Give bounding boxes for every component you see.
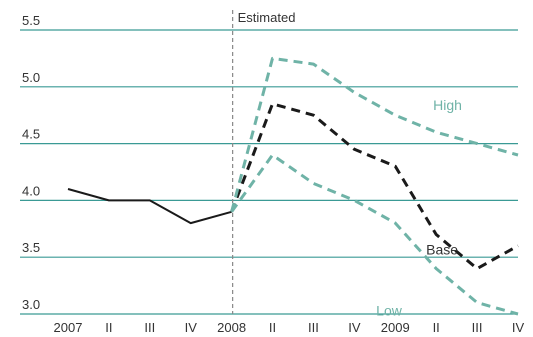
x-tick-label: IV <box>512 320 525 335</box>
y-tick-label: 4.0 <box>22 183 40 198</box>
x-tick-label: II <box>269 320 276 335</box>
x-tick-label: 2008 <box>217 320 246 335</box>
x-tick-label: III <box>308 320 319 335</box>
series-line-base <box>230 102 519 271</box>
x-tick-label: 2007 <box>54 320 83 335</box>
y-tick-label: 3.5 <box>22 240 40 255</box>
x-tick-label: IV <box>185 320 198 335</box>
x-tick-label: III <box>144 320 155 335</box>
y-tick-label: 5.0 <box>22 70 40 85</box>
y-tick-label: 5.5 <box>22 13 40 28</box>
y-tick-label: 4.5 <box>22 127 40 142</box>
y-tick-label: 3.0 <box>22 297 40 312</box>
series-line-history <box>67 188 232 225</box>
estimated-marker: Estimated <box>232 10 296 314</box>
series-label-high: High <box>433 97 462 113</box>
y-tick-labels: 5.5 5.0 4.5 4.0 3.5 3.0 <box>22 13 40 312</box>
series-line-high <box>230 56 519 213</box>
series-label-low: Low <box>376 303 403 319</box>
gridlines <box>20 29 518 315</box>
x-tick-label: IV <box>348 320 361 335</box>
x-tick-label: II <box>433 320 440 335</box>
series-labels: Base High Low <box>376 97 462 318</box>
x-tick-label: 2009 <box>381 320 410 335</box>
series-label-base: Base <box>426 241 458 257</box>
x-tick-label: II <box>105 320 112 335</box>
x-tick-label: III <box>472 320 483 335</box>
series-line-low <box>230 153 519 316</box>
series-lines <box>67 56 519 316</box>
estimated-label: Estimated <box>238 10 296 25</box>
x-tick-labels: 2007 II III IV 2008 II III IV 2009 II III IV <box>54 320 525 335</box>
